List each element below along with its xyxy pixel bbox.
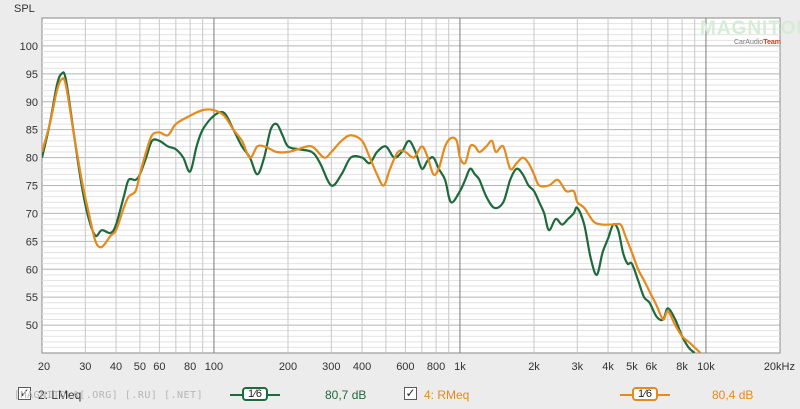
x-tick-label: 200 <box>279 361 297 373</box>
x-tick-label: 50 <box>134 361 146 373</box>
grid-lines <box>42 18 780 353</box>
x-tick-labels: 20 30 40 50 60 80 100 200 300 400 600 800 1k 2k 3k 4k 5k… <box>38 361 795 373</box>
y-tick-label: 95 <box>26 69 38 81</box>
x-tick-label: 400 <box>353 361 371 373</box>
legend-bar: ✓ 2: LMeq 1⁄6 80,7 dB ✓ 4: RMeq 1⁄6 80,4… <box>0 385 800 405</box>
x-tick-label: 600 <box>396 361 414 373</box>
y-tick-label: 80 <box>26 153 38 165</box>
x-tick-label: 2k <box>528 361 540 373</box>
series2-smoothing-box: 1⁄6 <box>632 387 658 401</box>
x-tick-label: 8k <box>676 361 688 373</box>
x-tick-label: 30 <box>79 361 91 373</box>
y-tick-label: 70 <box>26 208 38 220</box>
y-tick-label: 100 <box>20 41 38 53</box>
y-tick-label: 65 <box>26 236 38 248</box>
series2-checkbox[interactable]: ✓ <box>404 386 417 400</box>
x-tick-label: 5k <box>626 361 638 373</box>
series2-label: 4: RMeq <box>424 388 470 402</box>
y-axis-label: SPL <box>14 3 35 15</box>
series1-smoothing-control[interactable]: 1⁄6 <box>230 385 280 403</box>
y-tick-label: 90 <box>26 97 38 109</box>
series2-smoothing-control[interactable]: 1⁄6 <box>620 385 670 403</box>
x-tick-label: 10k <box>697 361 715 373</box>
series-line-2 <box>42 77 702 353</box>
x-tick-label: 3k <box>572 361 584 373</box>
series1-label: 2: LMeq <box>38 388 82 402</box>
x-tick-label: 20kHz <box>764 361 795 373</box>
series-layer <box>42 71 702 353</box>
y-tick-labels: 50 55 60 65 70 75 80 85 90 95 100 <box>20 41 38 332</box>
x-tick-label: 100 <box>205 361 223 373</box>
x-tick-label: 20 <box>38 361 50 373</box>
x-tick-label: 6k <box>646 361 658 373</box>
watermark: [MAGNITOLA[.ORG] [.RU] [.NET] <box>14 390 204 401</box>
y-tick-label: 60 <box>26 264 38 276</box>
x-tick-label: 60 <box>153 361 165 373</box>
x-tick-label: 4k <box>602 361 614 373</box>
y-tick-label: 55 <box>26 292 38 304</box>
y-tick-label: 50 <box>26 320 38 332</box>
series-line-1 <box>42 71 696 353</box>
x-tick-label: 1k <box>454 361 466 373</box>
logo-subtitle: CarAudioTeam <box>734 39 781 46</box>
x-tick-label: 80 <box>184 361 196 373</box>
logo-name: MAGNITOLA <box>700 18 800 39</box>
x-tick-label: 300 <box>322 361 340 373</box>
series2-value: 80,4 dB <box>712 388 754 402</box>
y-tick-label: 85 <box>26 125 38 137</box>
logo: MAGNITOLA CarAudioTeam <box>700 18 800 50</box>
series1-value: 80,7 dB <box>325 388 367 402</box>
series1-checkbox[interactable]: ✓ <box>18 386 31 400</box>
y-tick-label: 75 <box>26 181 38 193</box>
series1-smoothing-box: 1⁄6 <box>242 387 268 401</box>
x-tick-label: 800 <box>427 361 445 373</box>
x-tick-label: 40 <box>110 361 122 373</box>
